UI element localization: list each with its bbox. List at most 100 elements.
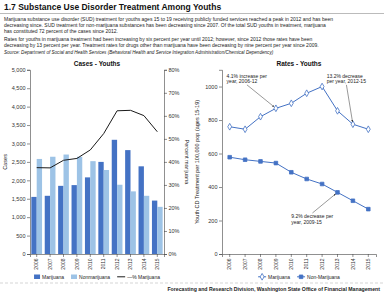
body-text-line: Marijuana substance use disorder (SUD) t… xyxy=(4,16,333,22)
tick-mark xyxy=(157,254,158,257)
tick-label: 2015 xyxy=(365,258,371,269)
tick-label: 2011 xyxy=(100,258,106,269)
chart-title: Rates - Youths xyxy=(277,60,322,67)
tick-mark xyxy=(275,254,276,257)
body-text: Marijuana substance use disorder (SUD) t… xyxy=(4,16,333,34)
point xyxy=(336,107,340,114)
tick-mark xyxy=(352,254,353,257)
tick: 70% xyxy=(164,90,180,96)
point xyxy=(259,160,263,164)
bar xyxy=(104,170,109,254)
bar xyxy=(131,191,136,254)
axis-line xyxy=(27,70,31,254)
bar xyxy=(90,161,95,254)
tick: 2015 xyxy=(154,254,160,270)
tick: 3,000 xyxy=(12,141,30,147)
tick-mark xyxy=(27,254,30,255)
y-axis: 05001,0001,5002,0002,5003,0003,5004,0004… xyxy=(12,67,31,257)
tick: 2007 xyxy=(47,254,53,270)
tick: 2006 xyxy=(226,254,232,270)
legend-item: Non-Marijuana xyxy=(297,274,340,280)
tick-mark xyxy=(63,254,64,257)
tick-mark xyxy=(219,87,222,88)
bar xyxy=(50,157,55,254)
point xyxy=(289,100,293,107)
legend-label: Non-Marijuana xyxy=(307,274,340,280)
legend: MarijuanaNon-Marijuana xyxy=(258,273,340,280)
tick: 500 xyxy=(16,233,30,239)
tick-label: 2011 xyxy=(303,258,309,269)
point xyxy=(320,182,324,186)
point xyxy=(228,123,232,130)
tick-label: 2,000 xyxy=(12,178,26,184)
tick-label: 4,500 xyxy=(12,85,26,91)
tick-label: 0 xyxy=(22,251,25,257)
tick-mark xyxy=(27,125,30,126)
y-axis: 02004006008001000 xyxy=(205,70,222,257)
legend-swatch-marker xyxy=(260,273,264,280)
tick-label: 2014 xyxy=(350,258,356,269)
x-axis: 2006200720082009201020112012201320142015 xyxy=(223,254,377,270)
tick: 2012 xyxy=(319,254,325,270)
chart: Cases - Youths05001,0001,5002,0002,5003,… xyxy=(2,60,190,280)
annotation-line: year, 2006-12 xyxy=(227,78,258,84)
bar xyxy=(152,201,157,254)
tick-mark xyxy=(117,254,118,257)
legend-swatch-marker xyxy=(299,275,303,279)
tick-label: 2006 xyxy=(33,258,39,269)
tick-label: 4,000 xyxy=(12,104,26,110)
body-text: Rates for youths in marijuana treatment … xyxy=(4,36,319,48)
tick: 1,500 xyxy=(12,196,30,202)
tick-label: 40% xyxy=(169,159,180,165)
tick-label: 2013 xyxy=(127,258,133,269)
tick-label: 3,500 xyxy=(12,122,26,128)
tick-mark xyxy=(27,217,30,218)
tick: 200 xyxy=(208,218,222,224)
y-axis-title: Youth CD Treatment per 100,000 pop (ages… xyxy=(194,100,200,224)
tick-mark xyxy=(164,162,167,163)
tick-mark xyxy=(164,70,167,71)
tick-mark xyxy=(164,231,167,232)
tick-label: 70% xyxy=(169,90,180,96)
body-text-line: Rates for youths in marijuana treatment … xyxy=(4,36,312,42)
point xyxy=(228,155,232,159)
tick-mark xyxy=(245,254,246,257)
tick-mark xyxy=(219,154,222,155)
tick-label: 20% xyxy=(169,205,180,211)
tick-mark xyxy=(260,254,261,257)
tick-mark xyxy=(368,254,369,257)
annotation: 4.1% increase peryear, 2006-12 xyxy=(227,73,268,85)
plot-area xyxy=(228,83,370,211)
page-title: 1.7 Substance Use Disorder Treatment Amo… xyxy=(4,2,221,12)
tick-label: 2009 xyxy=(74,258,80,269)
tick-mark xyxy=(90,254,91,257)
y-axis-title: Cases xyxy=(2,154,8,170)
tick: 10% xyxy=(164,228,180,234)
annotation-arrow xyxy=(247,85,274,107)
tick-label: 60% xyxy=(169,113,180,119)
tick-label: 2,500 xyxy=(12,159,26,165)
bar xyxy=(125,150,130,254)
tick-label: 2015 xyxy=(154,258,160,269)
tick-mark xyxy=(219,254,222,255)
tick: 2008 xyxy=(257,254,263,270)
tick: 20% xyxy=(164,205,180,211)
point xyxy=(320,83,324,90)
bar xyxy=(31,197,36,254)
bar xyxy=(45,196,50,254)
legend-item: —% Marijuana xyxy=(117,274,160,280)
axis-line xyxy=(219,70,223,254)
bar xyxy=(139,166,144,254)
point xyxy=(336,191,340,195)
tick-label: 400 xyxy=(208,184,217,190)
tick: 80% xyxy=(164,67,180,73)
point xyxy=(351,199,355,203)
tick: 30% xyxy=(164,182,180,188)
tick: 2011 xyxy=(303,254,309,269)
tick: 2014 xyxy=(141,254,147,270)
body-text-line: has constituted 72 percent of the cases … xyxy=(4,28,118,34)
tick-label: 500 xyxy=(16,233,25,239)
tick: 2013 xyxy=(127,254,133,270)
tick-label: 2006 xyxy=(226,258,232,269)
tick: 2012 xyxy=(114,254,120,270)
